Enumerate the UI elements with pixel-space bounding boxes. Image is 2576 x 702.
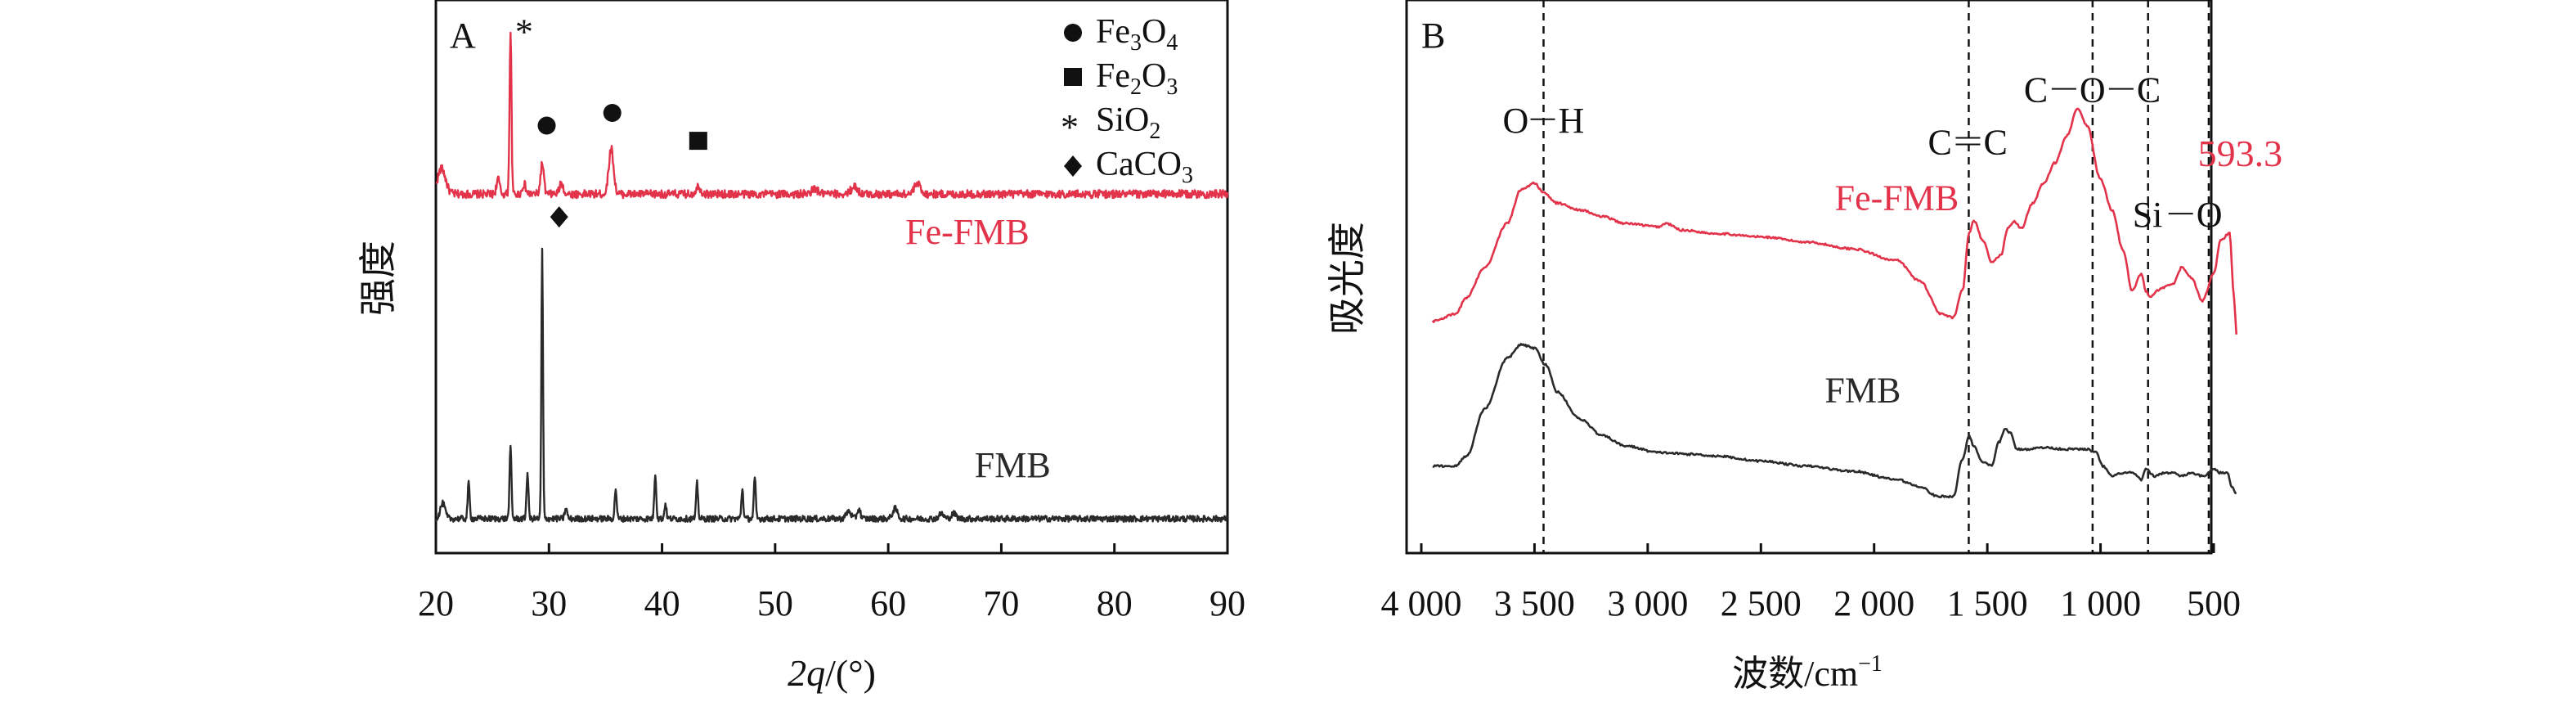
legend-sio2-name: SiO (1096, 101, 1149, 139)
legend-star-symbol: * (1061, 107, 1079, 147)
x-tick-label: 60 (870, 583, 906, 623)
panel-b-x-ticks: 4 000 3 500 3 000 2 500 2 000 1 500 1 000 500 (1381, 543, 2241, 623)
fe3o4-peak-marker (603, 104, 622, 122)
panel-a-y-axis-title: 强度 (357, 241, 399, 316)
x-tick-label: 90 (1209, 583, 1245, 623)
series-line-fe-fmb (1431, 107, 2237, 335)
x-axis-title-unit: /(°) (825, 652, 876, 694)
series-label-fmb: FMB (1824, 370, 1901, 410)
series-line-fmb (434, 247, 1228, 523)
band-label-atom: C (1928, 123, 1951, 163)
band-label-atom: C (2137, 70, 2161, 110)
panel-b-label: B (1421, 16, 1445, 56)
legend-caco3-sub1: 3 (1182, 163, 1193, 188)
panel-a-legend: Fe3O4 Fe2O3 * SiO2 CaCO3 (1061, 13, 1193, 188)
panel-b-y-axis-title: 吸光度 (1326, 222, 1368, 335)
panel-b: B 4 000 3 500 3 000 2 500 2 000 1 500 1 000 500… (1326, 0, 2282, 694)
x-tick-label: 2 000 (1833, 583, 1914, 623)
panel-b-series (1431, 107, 2237, 499)
panel-a-peak-markers: * (515, 11, 707, 228)
legend-sio2-sub1: 2 (1149, 119, 1160, 144)
legend-fe2o3-mid: O (1142, 57, 1166, 95)
svg-text:Fe3O4: Fe3O4 (1096, 13, 1178, 56)
band-label-atom: O (2197, 195, 2223, 235)
band-label-atom: Si (2133, 195, 2163, 235)
panel-a-x-ticks: 20 30 40 50 60 70 80 90 (418, 543, 1245, 623)
band-label-atom: H (1559, 101, 1585, 141)
legend-fe2o3-name: Fe (1096, 57, 1130, 95)
x-tick-label: 3 000 (1607, 583, 1688, 623)
panel-b-band-annotations: O HC CC O CSi O (1503, 70, 2223, 235)
svg-text:Fe2O3: Fe2O3 (1096, 57, 1178, 100)
panel-a-frame (434, 0, 1229, 555)
caco3-peak-marker (550, 206, 568, 228)
series-label-fe-fmb: Fe-FMB (1835, 178, 1959, 218)
sio2-peak-marker: * (515, 11, 533, 52)
series-line-fmb (1432, 343, 2237, 499)
series-line-fe-fmb (435, 31, 1229, 200)
band-label-atom: C (2024, 70, 2048, 110)
legend-fe3o4-sub1: 3 (1130, 30, 1142, 56)
legend-diamond-symbol (1064, 155, 1082, 177)
series-label-fe-fmb: Fe-FMB (905, 212, 1030, 252)
panel-b-x-axis-title: 波数/cm−1 (1732, 651, 1883, 694)
legend-fe3o4-name: Fe (1096, 13, 1130, 51)
x-tick-label: 3 500 (1494, 583, 1575, 623)
x-axis-title-text: 波数/cm (1732, 654, 1858, 694)
series-label-fmb: FMB (975, 445, 1051, 485)
x-tick-label: 80 (1097, 583, 1133, 623)
panel-a: A 20 30 40 50 60 70 80 90 * Fe3O4 Fe2O3 * SiO2 … (357, 0, 1245, 694)
legend-fe2o3-sub2: 3 (1166, 74, 1178, 100)
legend-fe3o4-sub2: 4 (1166, 30, 1178, 56)
legend-caco3-name: CaCO (1096, 146, 1182, 183)
x-tick-label: 30 (531, 583, 567, 623)
x-axis-title-superscript: −1 (1858, 651, 1883, 677)
panel-a-series (434, 31, 1229, 523)
svg-text:SiO2: SiO2 (1096, 101, 1160, 144)
legend-item-caco3: CaCO3 (1064, 146, 1193, 188)
band-label-si-o: Si O (2133, 195, 2223, 235)
x-axis-title-variable: 2q (788, 652, 825, 694)
legend-fe2o3-sub1: 2 (1130, 74, 1142, 100)
x-tick-label: 40 (644, 583, 680, 623)
legend-item-fe2o3: Fe2O3 (1064, 57, 1178, 100)
legend-square-symbol (1064, 68, 1082, 86)
legend-fe3o4-mid: O (1142, 13, 1166, 51)
svg-text:CaCO3: CaCO3 (1096, 146, 1193, 188)
x-tick-label: 1 000 (2060, 583, 2141, 623)
peak-value-label: 593.3 (2198, 133, 2283, 174)
panel-a-x-axis-title: 2q/(°) (788, 652, 876, 694)
x-tick-label: 500 (2187, 583, 2241, 623)
x-tick-label: 50 (757, 583, 793, 623)
legend-item-fe3o4: Fe3O4 (1064, 13, 1178, 56)
legend-item-sio2: * SiO2 (1061, 101, 1160, 147)
band-label-atom: O (2080, 70, 2106, 110)
fe3o4-peak-marker (537, 116, 556, 135)
x-tick-label: 2 500 (1721, 583, 1802, 623)
legend-circle-symbol (1064, 24, 1082, 42)
x-tick-label: 20 (418, 583, 454, 623)
panel-a-label: A (450, 16, 476, 56)
fe2o3-peak-marker (689, 132, 707, 151)
x-tick-label: 4 000 (1381, 583, 1462, 623)
band-label-atom: C (1983, 123, 2007, 163)
x-tick-label: 1 500 (1947, 583, 2028, 623)
x-tick-label: 70 (983, 583, 1019, 623)
panel-b-reference-lines (1542, 0, 2210, 553)
band-label-atom: O (1503, 101, 1529, 141)
